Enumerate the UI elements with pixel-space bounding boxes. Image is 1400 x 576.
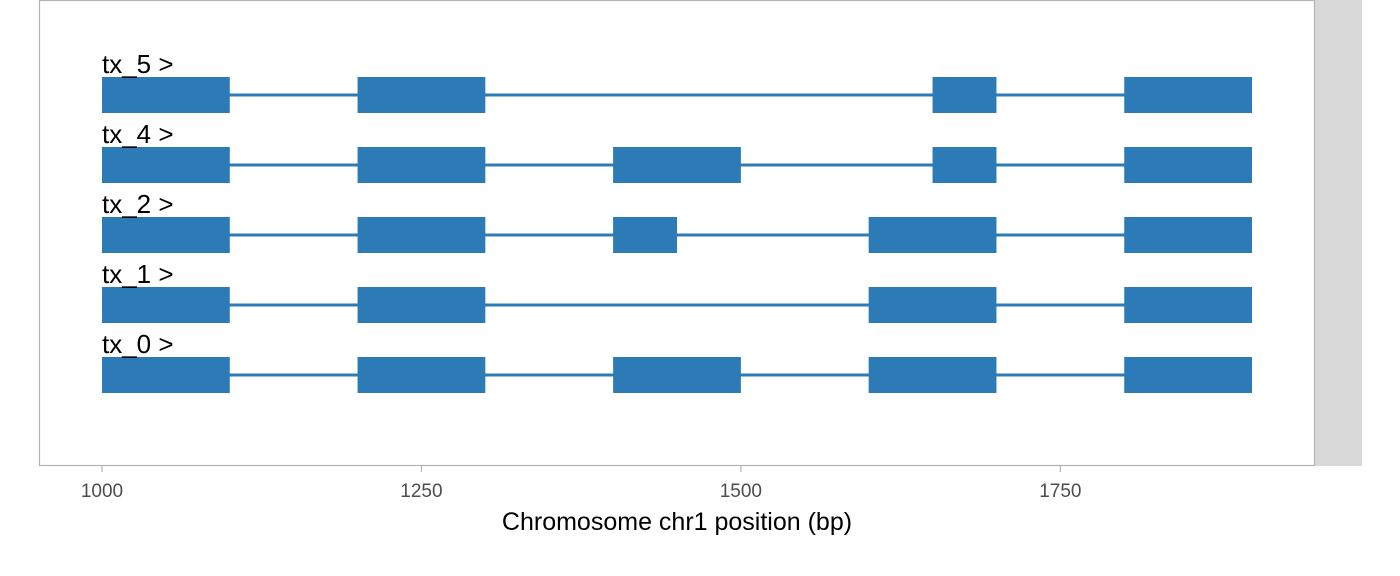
exon-block: [932, 77, 997, 113]
exon-block: [613, 147, 741, 183]
x-axis-title: Chromosome chr1 position (bp): [502, 508, 852, 536]
exon-block: [868, 217, 997, 253]
x-axis: 1000 1250 1500 1750: [81, 466, 1081, 502]
exon-block: [102, 287, 230, 323]
exon-block: [102, 357, 230, 393]
transcript-tx-0: tx_0 >: [102, 329, 1252, 393]
transcript-tx-5: tx_5 >: [102, 49, 1252, 113]
transcript-tracks: tx_5 > tx_4 > tx_2 > tx_1 > tx_0 >: [102, 49, 1252, 393]
exon-block: [1124, 147, 1252, 183]
transcript-tx-1: tx_1 >: [102, 259, 1252, 323]
transcript-label: tx_4 >: [102, 119, 174, 149]
exon-block: [357, 217, 486, 253]
exon-block: [1124, 217, 1252, 253]
exon-block: [1124, 287, 1252, 323]
x-tick-label: 1000: [81, 481, 123, 502]
x-tick-label: 1250: [400, 481, 442, 502]
exon-block: [357, 77, 486, 113]
exon-block: [357, 287, 486, 323]
exon-block: [357, 147, 486, 183]
exon-block: [932, 147, 997, 183]
exon-block: [868, 287, 997, 323]
exon-block: [102, 147, 230, 183]
transcript-label: tx_5 >: [102, 49, 174, 79]
transcript-label: tx_1 >: [102, 259, 174, 289]
exon-block: [102, 217, 230, 253]
transcript-label: tx_0 >: [102, 329, 174, 359]
exon-block: [1124, 77, 1252, 113]
exon-block: [868, 357, 997, 393]
exon-block: [613, 357, 741, 393]
x-tick-label: 1750: [1039, 481, 1081, 502]
transcript-tx-4: tx_4 >: [102, 119, 1252, 183]
x-tick-label: 1500: [720, 481, 762, 502]
transcript-label: tx_2 >: [102, 189, 174, 219]
side-strip: [1315, 0, 1362, 466]
exon-block: [1124, 357, 1252, 393]
exon-block: [357, 357, 486, 393]
exon-block: [613, 217, 677, 253]
exon-block: [102, 77, 230, 113]
transcript-tx-2: tx_2 >: [102, 189, 1252, 253]
